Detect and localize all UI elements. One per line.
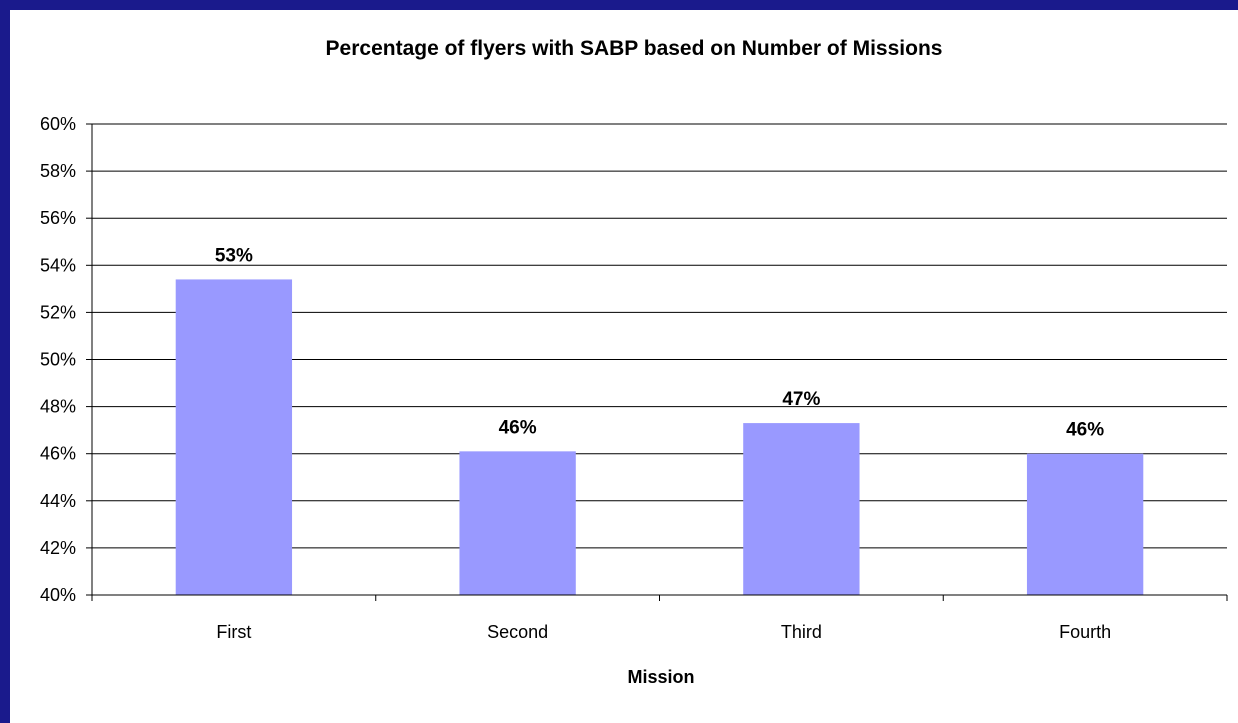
- data-label: 46%: [499, 417, 537, 438]
- x-axis-title: Mission: [627, 667, 694, 687]
- x-tick-label: First: [216, 622, 251, 642]
- data-label: 46%: [1066, 420, 1104, 441]
- y-tick-label: 46%: [40, 444, 76, 464]
- y-tick-label: 56%: [40, 208, 76, 228]
- bar: [1026, 453, 1144, 595]
- data-labels: 53% 46% 47% 46%: [215, 245, 1104, 440]
- y-tick-label: 44%: [40, 491, 76, 511]
- y-tick-label: 48%: [40, 397, 76, 417]
- chart-frame: Percentage of flyers with SABP based on …: [10, 10, 1238, 723]
- bar: [743, 423, 860, 595]
- y-tick-label: 60%: [40, 114, 76, 134]
- y-tick-label: 50%: [40, 350, 76, 370]
- y-tick-label: 58%: [40, 161, 76, 181]
- x-tick-label: Third: [781, 622, 822, 642]
- data-label: 47%: [782, 389, 820, 410]
- x-tick-label: Second: [487, 622, 548, 642]
- bar: [459, 451, 576, 595]
- y-tick-label: 40%: [40, 585, 76, 605]
- y-tick-label: 42%: [40, 538, 76, 558]
- bars: [175, 279, 1144, 595]
- data-label: 53%: [215, 245, 253, 266]
- axes: 40% 42% 44% 46% 48% 50% 52% 54% 56% 58% 60% First Se…: [40, 114, 1228, 642]
- y-tick-label: 54%: [40, 255, 76, 275]
- bar-chart: Percentage of flyers with SABP based on …: [40, 37, 1228, 687]
- chart-title: Percentage of flyers with SABP based on …: [326, 37, 943, 60]
- bar: [175, 279, 293, 595]
- x-tick-label: Fourth: [1059, 622, 1111, 642]
- y-tick-label: 52%: [40, 302, 76, 322]
